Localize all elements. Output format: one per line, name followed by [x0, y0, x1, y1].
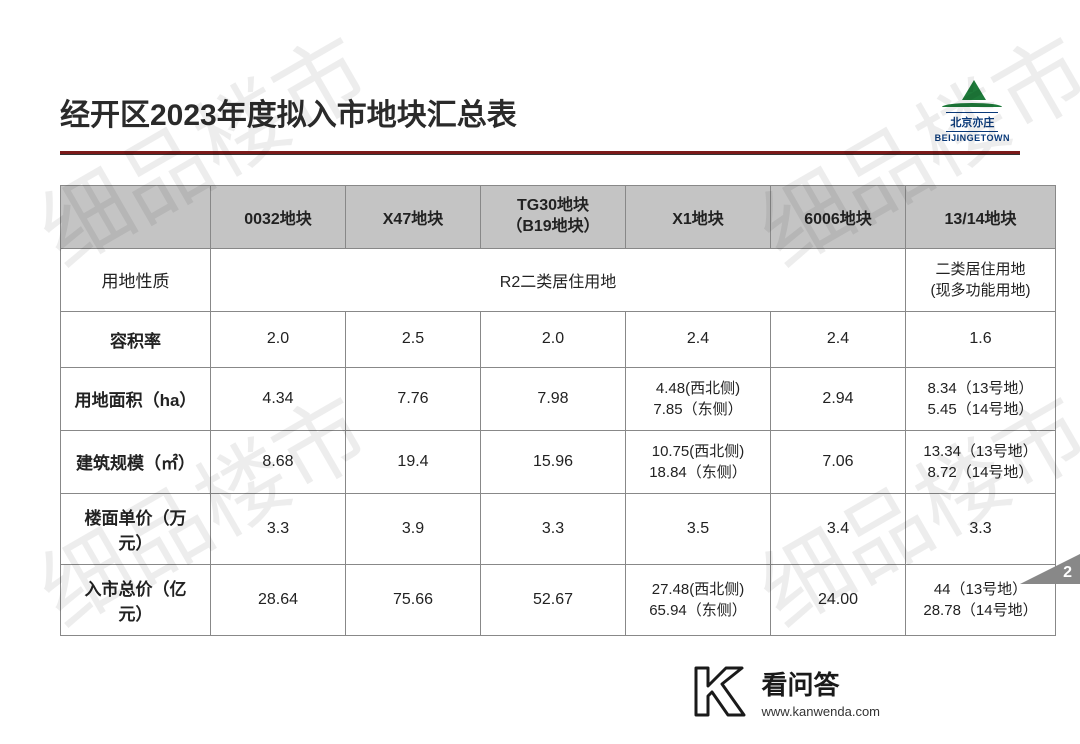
table-cell: 2.4: [771, 311, 906, 367]
kanwenda-url: www.kanwenda.com: [762, 704, 881, 719]
logo-beijingetown: 北京亦庄 BEIJINGETOWN: [935, 80, 1010, 143]
logo-brand-cn: 北京亦庄: [946, 112, 998, 132]
page-number: 2: [1063, 564, 1072, 582]
kanwenda-block: 看问答 www.kanwenda.com: [762, 665, 881, 719]
table-cell: 27.48(西北侧)65.94（东侧）: [626, 564, 771, 635]
table-cell: 3.9: [346, 493, 481, 564]
table-cell: 2.4: [626, 311, 771, 367]
column-header: 13/14地块: [906, 186, 1056, 249]
table-cell: 2.0: [481, 311, 626, 367]
title-row: 经开区2023年度拟入市地块汇总表 北京亦庄 BEIJINGETOWN: [60, 80, 1020, 143]
table-cell: 28.64: [211, 564, 346, 635]
table-cell: 7.98: [481, 367, 626, 430]
column-header: 0032地块: [211, 186, 346, 249]
slide-container: 经开区2023年度拟入市地块汇总表 北京亦庄 BEIJINGETOWN 0032…: [0, 0, 1080, 744]
table-cell: 1.6: [906, 311, 1056, 367]
column-header: [61, 186, 211, 249]
row-label: 楼面单价（万元）: [61, 493, 211, 564]
table-cell: 二类居住用地(现多功能用地): [906, 248, 1056, 311]
land-table: 0032地块X47地块TG30地块（B19地块）X1地块6006地块13/14地…: [60, 185, 1056, 636]
row-label: 入市总价（亿元）: [61, 564, 211, 635]
table-cell: 2.5: [346, 311, 481, 367]
table-cell: 3.4: [771, 493, 906, 564]
table-cell: R2二类居住用地: [211, 248, 906, 311]
column-header: TG30地块（B19地块）: [481, 186, 626, 249]
table-cell: 15.96: [481, 430, 626, 493]
table-row: 用地面积（ha）4.347.767.984.48(西北侧)7.85（东侧）2.9…: [61, 367, 1056, 430]
table-row: 容积率2.02.52.02.42.41.6: [61, 311, 1056, 367]
table-cell: 3.5: [626, 493, 771, 564]
page-title: 经开区2023年度拟入市地块汇总表: [60, 90, 517, 134]
table-cell: 4.48(西北侧)7.85（东侧）: [626, 367, 771, 430]
table-cell: 2.0: [211, 311, 346, 367]
table-body: 用地性质R2二类居住用地二类居住用地(现多功能用地)容积率2.02.52.02.…: [61, 248, 1056, 635]
table-cell: 24.00: [771, 564, 906, 635]
footer-logo: 看问答 www.kanwenda.com: [692, 664, 881, 719]
logo-icon: [942, 80, 1002, 110]
table-row: 楼面单价（万元）3.33.93.33.53.43.3: [61, 493, 1056, 564]
k-icon: [692, 664, 752, 719]
column-header: X47地块: [346, 186, 481, 249]
table-cell: 52.67: [481, 564, 626, 635]
table-cell: 2.94: [771, 367, 906, 430]
row-label: 建筑规模（㎡）: [61, 430, 211, 493]
table-cell: 10.75(西北侧)18.84（东侧）: [626, 430, 771, 493]
row-label: 容积率: [61, 311, 211, 367]
table-cell: 13.34（13号地）8.72（14号地）: [906, 430, 1056, 493]
table-header-row: 0032地块X47地块TG30地块（B19地块）X1地块6006地块13/14地…: [61, 186, 1056, 249]
table-row: 用地性质R2二类居住用地二类居住用地(现多功能用地): [61, 248, 1056, 311]
table-cell: 3.3: [211, 493, 346, 564]
table-cell: 3.3: [481, 493, 626, 564]
table-cell: 8.68: [211, 430, 346, 493]
logo-brand-en: BEIJINGETOWN: [935, 133, 1010, 143]
kanwenda-name: 看问答: [762, 665, 881, 702]
table-cell: 7.76: [346, 367, 481, 430]
table-cell: 19.4: [346, 430, 481, 493]
table-cell: 7.06: [771, 430, 906, 493]
row-label: 用地面积（ha）: [61, 367, 211, 430]
table-row: 入市总价（亿元）28.6475.6652.6727.48(西北侧)65.94（东…: [61, 564, 1056, 635]
table-row: 建筑规模（㎡）8.6819.415.9610.75(西北侧)18.84（东侧）7…: [61, 430, 1056, 493]
table-cell: 8.34（13号地）5.45（14号地）: [906, 367, 1056, 430]
title-divider: [60, 151, 1020, 155]
column-header: X1地块: [626, 186, 771, 249]
table-cell: 4.34: [211, 367, 346, 430]
row-label: 用地性质: [61, 248, 211, 311]
column-header: 6006地块: [771, 186, 906, 249]
table-cell: 75.66: [346, 564, 481, 635]
